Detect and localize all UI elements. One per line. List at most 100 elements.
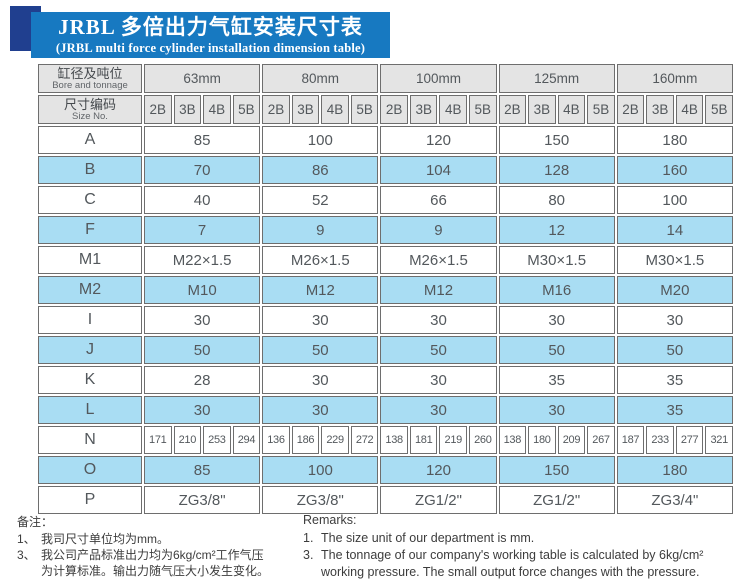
table-cell: 294 [232, 426, 261, 454]
table-cell: 28 [144, 366, 261, 394]
table-cell: 120 [380, 126, 497, 154]
table-cell: 30 [262, 396, 379, 424]
table-cell: 187 [616, 426, 645, 454]
table-cell: M26×1.5 [380, 246, 497, 274]
table-cell: 30 [616, 306, 733, 334]
table-cell: 219 [439, 426, 468, 454]
row-label: L [38, 396, 142, 424]
table-cell: 35 [498, 366, 615, 394]
table-cell: 209 [557, 426, 586, 454]
table-cell: 186 [291, 426, 320, 454]
table-cell: 30 [144, 396, 261, 424]
table-row: K 28 30 30 35 35 [38, 366, 733, 394]
size-code-header: 5B [705, 95, 733, 124]
size-code-header: 2B [144, 95, 172, 124]
table-row: F 7 9 9 12 14 [38, 216, 733, 244]
bore-tonnage-header: 缸径及吨位 Bore and tonnage [38, 64, 142, 93]
size-no-header: 尺寸编码 Size No. [38, 95, 142, 124]
row-label: O [38, 456, 142, 484]
note-line: working pressure. The small output force… [321, 565, 700, 579]
table-cell: M30×1.5 [616, 246, 733, 274]
table-cell: 50 [144, 336, 261, 364]
table-cell: 104 [380, 156, 497, 184]
note-text: The tonnage of our company's working tab… [321, 547, 745, 581]
row-label: I [38, 306, 142, 334]
note-number: 3、 [17, 548, 36, 562]
table-cell: 136 [262, 426, 290, 454]
note-number: 1、 [17, 532, 36, 546]
table-cell: 150 [498, 126, 615, 154]
table-cell: M12 [262, 276, 379, 304]
header-label-cn: 缸径及吨位 [57, 65, 123, 81]
table-cell: 86 [262, 156, 379, 184]
table-cell: 30 [380, 396, 497, 424]
size-code-header: 5B [232, 95, 261, 124]
row-label: F [38, 216, 142, 244]
note-item-en-1: 1. The size unit of our department is mm… [303, 530, 745, 547]
table-cell: 253 [203, 426, 231, 454]
table-cell: 30 [380, 366, 497, 394]
table-cell: 50 [498, 336, 615, 364]
notes-cn: 备注： 1、 我司尺寸单位均为mm。 3、 我公司产品标准出力均为6kg/cm²… [17, 514, 299, 579]
table-row: P ZG3/8" ZG3/8" ZG1/2" ZG1/2" ZG3/4" [38, 486, 733, 514]
table-cell: 50 [262, 336, 379, 364]
note-number: 3. [303, 548, 314, 562]
row-label: B [38, 156, 142, 184]
table-cell: 150 [498, 456, 615, 484]
table-row: C 40 52 66 80 100 [38, 186, 733, 214]
size-code-header: 5B [469, 95, 497, 124]
table-cell: ZG3/8" [144, 486, 261, 514]
row-label: J [38, 336, 142, 364]
note-item-en-3: 3. The tonnage of our company's working … [303, 547, 745, 581]
table-cell: 7 [144, 216, 261, 244]
table-cell: M26×1.5 [262, 246, 379, 274]
table-cell: 160 [616, 156, 733, 184]
table-cell: M20 [616, 276, 733, 304]
table-cell: 171 [144, 426, 172, 454]
table-cell: 9 [262, 216, 379, 244]
size-code-header: 3B [409, 95, 438, 124]
table-cell: 30 [144, 306, 261, 334]
table-cell: 180 [616, 456, 733, 484]
bore-size-header: 125mm [498, 64, 615, 93]
table-cell: 272 [350, 426, 379, 454]
table-cell: 100 [262, 456, 379, 484]
table-cell: 30 [262, 306, 379, 334]
table-row: O 85 100 120 150 180 [38, 456, 733, 484]
table-cell: ZG1/2" [380, 486, 497, 514]
table-cell: M10 [144, 276, 261, 304]
size-code-header: 2B [380, 95, 408, 124]
table-cell: ZG3/4" [616, 486, 733, 514]
table-cell: 50 [380, 336, 497, 364]
table-cell: 30 [498, 306, 615, 334]
header-label-en: Bore and tonnage [52, 79, 128, 91]
table-cell: 229 [321, 426, 349, 454]
table-cell: 80 [498, 186, 615, 214]
table-cell: 138 [498, 426, 527, 454]
table-cell: 180 [616, 126, 733, 154]
table-row: M2 M10 M12 M12 M16 M20 [38, 276, 733, 304]
table-cell: 30 [380, 306, 497, 334]
table-cell: 210 [173, 426, 202, 454]
size-code-header: 3B [528, 95, 556, 124]
size-code-header: 5B [350, 95, 379, 124]
size-code-header: 4B [321, 95, 349, 124]
size-code-header: 5B [587, 95, 615, 124]
size-code-header: 3B [646, 95, 674, 124]
size-code-header: 3B [291, 95, 320, 124]
table-row: M1 M22×1.5 M26×1.5 M26×1.5 M30×1.5 M30×1.5 [38, 246, 733, 274]
table-cell: ZG1/2" [498, 486, 615, 514]
dimension-table: 缸径及吨位 Bore and tonnage 63mm 80mm 100mm 125mm 1… [36, 62, 735, 516]
table-cell: 70 [144, 156, 261, 184]
table-row: A 85 100 120 150 180 [38, 126, 733, 154]
table-cell: 30 [498, 396, 615, 424]
bore-size-header: 160mm [616, 64, 733, 93]
table-cell: 50 [616, 336, 733, 364]
table-cell: M22×1.5 [144, 246, 261, 274]
note-text: The size unit of our department is mm. [321, 531, 535, 545]
table-cell: ZG3/8" [262, 486, 379, 514]
table-cell: 267 [587, 426, 615, 454]
table-cell: 181 [409, 426, 438, 454]
size-code-header: 2B [262, 95, 290, 124]
